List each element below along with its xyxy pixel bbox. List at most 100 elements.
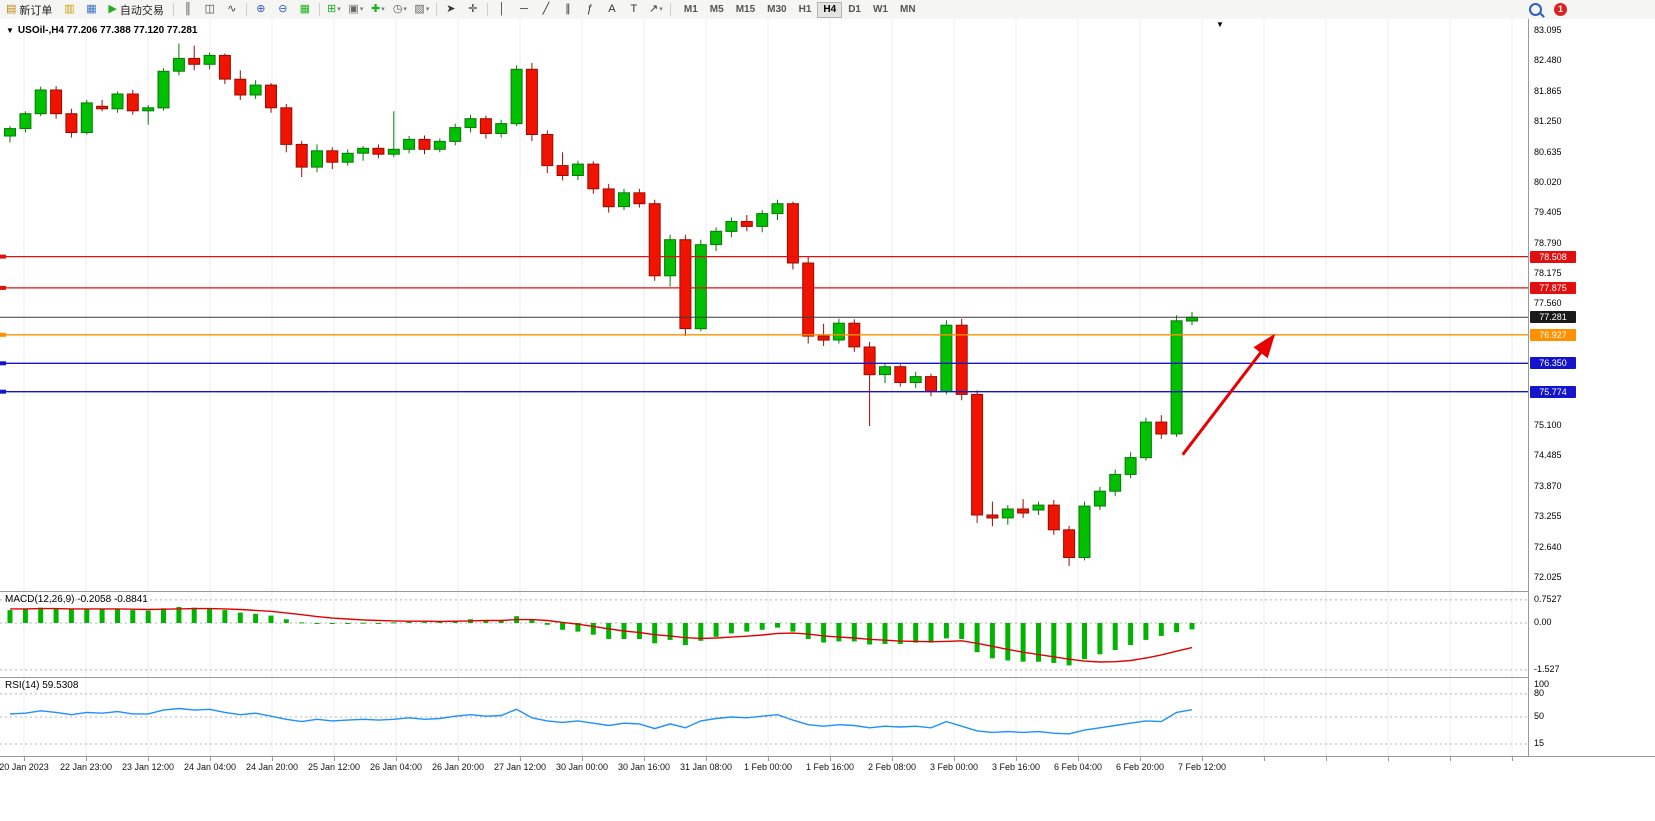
- timeframe-mn[interactable]: MN: [894, 2, 922, 18]
- toolbar: ▤ 新订单 ▥ ▦ ▶ 自动交易 ║ ◫ ∿ ⊕ ⊖ ▦ ⊞ ▾ ▣ ▾ ✚ ▾ ◷ ▾ ▨ ▾ ➤ ✛ │ ─ ╱ ∥ ƒ A T ↗ ▾ M1…: [0, 0, 1655, 20]
- time-tick: [892, 757, 893, 761]
- dropdown-arrow-icon: ▾: [425, 6, 430, 13]
- cursor-icon: ➤: [446, 3, 456, 15]
- time-axis[interactable]: 20 Jan 2023 22 Jan 23:00 23 Jan 12:00 24 Ja…: [0, 756, 1655, 779]
- price-tick-label: 73.870: [1534, 481, 1562, 491]
- new-chart-icon[interactable]: ⊞ ▾: [323, 1, 345, 18]
- candlestick-chart-icon[interactable]: ◫: [199, 1, 221, 18]
- cursor-icon[interactable]: ➤: [440, 1, 462, 18]
- vertical-line-icon[interactable]: │: [491, 1, 513, 18]
- toolbar-separator: [486, 3, 488, 16]
- crosshair-icon[interactable]: ✛: [462, 1, 484, 18]
- time-label: 1 Feb 16:00: [805, 762, 855, 772]
- search-icon[interactable]: [1529, 3, 1542, 16]
- autotrade-button[interactable]: ▶ 自动交易: [102, 1, 169, 18]
- timeframe-m30[interactable]: M30: [761, 2, 792, 18]
- time-label: 6 Feb 20:00: [1115, 762, 1165, 772]
- horizontal-line-icon[interactable]: ─: [513, 1, 535, 18]
- dropdown-arrow-icon: ▾: [359, 6, 364, 13]
- time-label: 23 Jan 12:00: [121, 762, 175, 772]
- channel-icon: ∥: [565, 3, 571, 15]
- periods-icon[interactable]: ◷ ▾: [389, 1, 411, 18]
- toolbar-separator: [245, 3, 247, 16]
- rsi-pane[interactable]: [0, 677, 1528, 757]
- rsi-tick-label: 15: [1534, 738, 1545, 748]
- time-label: 2 Feb 08:00: [867, 762, 917, 772]
- time-tick: [86, 757, 87, 761]
- time-tick: [644, 757, 645, 761]
- toolbar-separator: [435, 3, 437, 16]
- rsi-tick-label: 50: [1534, 711, 1545, 721]
- indicators-icon[interactable]: ✚ ▾: [367, 1, 389, 18]
- text-label-icon: T: [630, 3, 638, 15]
- price-tick-label: 73.255: [1534, 511, 1562, 521]
- time-tick: [1512, 757, 1513, 761]
- arrows-icon: ↗: [649, 3, 659, 15]
- timeframe-h4[interactable]: H4: [817, 1, 843, 18]
- macd-pane[interactable]: [0, 591, 1528, 678]
- timeframe-w1[interactable]: W1: [867, 2, 894, 18]
- price-axis[interactable]: 83.095 82.480 81.865 81.250 80.635 80.020 79.4…: [1528, 19, 1655, 756]
- notification-badge[interactable]: 1: [1554, 3, 1567, 16]
- market-watch-icon[interactable]: ▥: [58, 1, 80, 18]
- time-tick: [148, 757, 149, 761]
- price-tick-label: 80.020: [1534, 177, 1562, 187]
- data-window-icon[interactable]: ▦: [80, 1, 102, 18]
- text-label-icon[interactable]: T: [623, 1, 645, 18]
- macd-tick-label: -1.527: [1534, 664, 1560, 674]
- time-tick: [520, 757, 521, 761]
- bar-chart-icon[interactable]: ║: [177, 1, 199, 18]
- time-tick: [210, 757, 211, 761]
- macd-tick-label: 0.7527: [1534, 594, 1562, 604]
- new-chart-icon: ⊞: [327, 3, 337, 15]
- main-chart-pane[interactable]: [0, 19, 1528, 591]
- autotrade-icon: ▶: [108, 3, 117, 15]
- dropdown-arrow-icon: ▾: [381, 6, 385, 13]
- dropdown-arrow-icon: ▾: [659, 6, 663, 13]
- new-order-icon: ▤: [6, 3, 17, 15]
- channel-icon[interactable]: ∥: [557, 1, 579, 18]
- zoom-out-icon[interactable]: ⊖: [272, 1, 294, 18]
- rsi-chart[interactable]: [0, 678, 1528, 757]
- market-watch-icon: ▥: [64, 3, 75, 15]
- chart-shift-marker-icon[interactable]: ▼: [1216, 20, 1224, 29]
- price-tick-label: 72.025: [1534, 572, 1562, 582]
- time-label: 3 Feb 00:00: [929, 762, 979, 772]
- timeframe-m1[interactable]: M1: [678, 2, 704, 18]
- time-label: 26 Jan 04:00: [369, 762, 423, 772]
- price-tick-label: 78.175: [1534, 268, 1562, 278]
- profiles-icon[interactable]: ▣ ▾: [345, 1, 367, 18]
- chart-title: ▼ USOil-,H4 77.206 77.388 77.120 77.281: [6, 25, 198, 36]
- time-tick: [768, 757, 769, 761]
- candlestick-chart[interactable]: [0, 19, 1528, 591]
- timeframe-h1[interactable]: H1: [793, 2, 818, 18]
- profiles-icon: ▣: [348, 3, 359, 15]
- timeframe-d1[interactable]: D1: [842, 2, 867, 18]
- trendline-icon: ╱: [542, 3, 550, 15]
- time-tick: [396, 757, 397, 761]
- trendline-icon[interactable]: ╱: [535, 1, 557, 18]
- new-order-button[interactable]: ▤ 新订单: [0, 1, 58, 18]
- current-price-badge: 77.281: [1530, 311, 1576, 323]
- time-tick: [1016, 757, 1017, 761]
- collapse-triangle-icon[interactable]: ▼: [6, 26, 14, 35]
- zoom-in-icon[interactable]: ⊕: [250, 1, 272, 18]
- text-icon[interactable]: A: [601, 1, 623, 18]
- templates-icon[interactable]: ▨ ▾: [411, 1, 433, 18]
- time-label: 7 Feb 12:00: [1177, 762, 1227, 772]
- time-tick: [706, 757, 707, 761]
- indicators-icon: ✚: [371, 3, 381, 15]
- time-label: 24 Jan 20:00: [245, 762, 299, 772]
- price-tick-label: 83.095: [1534, 25, 1562, 35]
- fibonacci-icon[interactable]: ƒ: [579, 1, 601, 18]
- timeframe-m15[interactable]: M15: [730, 2, 761, 18]
- dropdown-arrow-icon: ▾: [403, 6, 407, 13]
- timeframe-m5[interactable]: M5: [704, 2, 730, 18]
- time-tick: [1202, 757, 1203, 761]
- arrows-icon[interactable]: ↗ ▾: [645, 1, 667, 18]
- line-chart-icon[interactable]: ∿: [221, 1, 243, 18]
- tile-windows-icon[interactable]: ▦: [294, 1, 316, 18]
- rsi-indicator-label: RSI(14) 59.5308: [5, 680, 79, 691]
- time-tick: [1140, 757, 1141, 761]
- macd-chart[interactable]: [0, 592, 1528, 678]
